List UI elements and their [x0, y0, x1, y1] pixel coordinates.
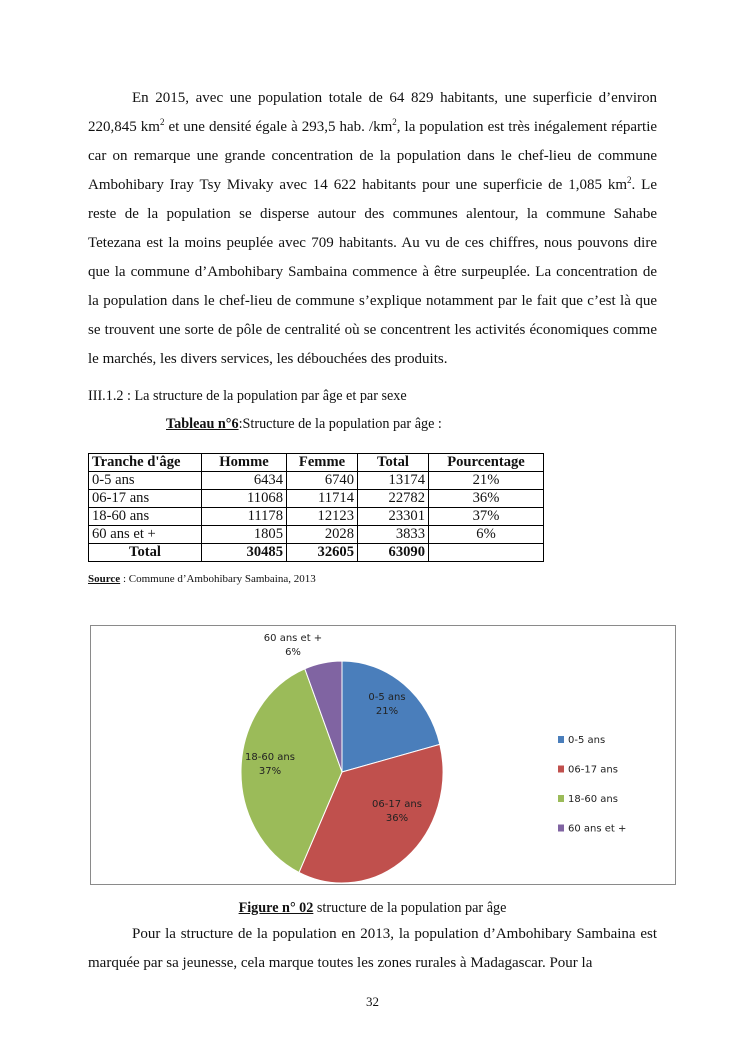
pie-slice-0	[341, 660, 441, 773]
pie-slice-2	[240, 668, 343, 874]
pie-chart: 0-5 ans 21% 06-17 ans 36% 18-60 ans 37% 60 ans…	[90, 625, 676, 885]
data-label-category: 60 ans et +	[264, 633, 322, 644]
page-number: 32	[366, 994, 379, 1009]
table-row: 06-17 ans 11068 11714 22782 36%	[88, 489, 544, 508]
legend-label: 06-17 ans	[568, 765, 618, 776]
data-label-value: 37%	[259, 766, 281, 777]
data-label-value: 21%	[376, 706, 398, 717]
section-heading: III.1.2 : La structure de la population …	[88, 388, 407, 404]
data-label-category: 0-5 ans	[368, 692, 405, 703]
figure-caption: Figure n° 02 structure de la population …	[238, 900, 507, 916]
table-row: 60 ans et +1805 2028 3833 6%	[88, 525, 544, 544]
table-row: 0-5 ans 6434 6740 13174 21%	[88, 471, 544, 490]
legend-label: 60 ans et +	[568, 824, 626, 835]
data-label-value: 6%	[285, 647, 301, 658]
data-label-category: 06-17 ans	[372, 799, 422, 810]
paragraph-structure: Pour la structure de la population en 20…	[88, 926, 657, 971]
legend-swatch	[558, 765, 564, 773]
data-label-category: 18-60 ans	[245, 752, 295, 763]
legend-swatch	[558, 795, 564, 802]
pie-slice-3	[304, 660, 343, 773]
data-label-value: 36%	[386, 813, 408, 824]
table-row: 18-60 ans 11178 12123 23301 37%	[88, 507, 544, 526]
table-header-row: Tranche d'âge Homme Femme Total Pourcentage	[88, 453, 544, 472]
paragraph-intro: En 2015, avec une population totale de 6…	[88, 90, 658, 367]
pie-slice-1	[298, 743, 444, 884]
legend-label: 0-5 ans	[568, 735, 605, 746]
legend-label: 18-60 ans	[568, 794, 618, 805]
legend-swatch	[558, 736, 564, 743]
population-table: Tranche d'âge Homme Femme Total Pourcentage …	[88, 453, 544, 562]
legend-swatch	[558, 824, 564, 832]
page-content: En 2015, avec une population totale de 6…	[88, 84, 676, 1010]
pie-chart-svg: 0-5 ans 21% 06-17 ans 36% 18-60 ans 37% 60 ans…	[240, 633, 626, 884]
table-caption: Tableau n°6:Structure de la population p…	[166, 416, 442, 432]
table-source: Source : Commune d’Ambohibary Sambaina, …	[88, 573, 316, 585]
table-total-row: Total 30485 32605 63090	[88, 543, 544, 562]
